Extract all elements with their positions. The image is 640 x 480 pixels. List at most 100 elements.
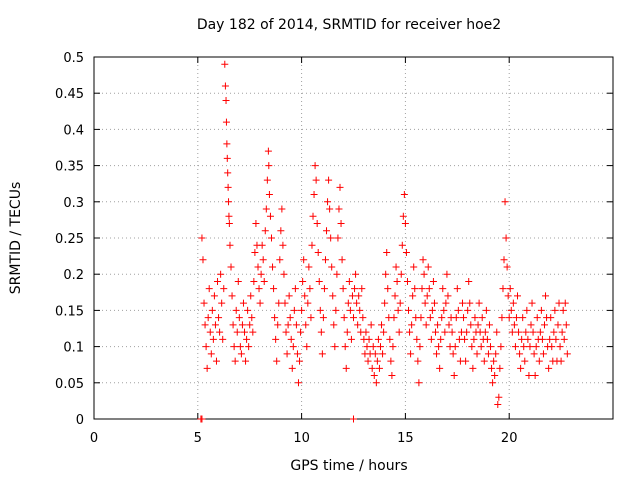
data-point [317,328,325,336]
data-point [372,379,380,387]
data-point [326,205,334,213]
data-point [282,328,290,336]
data-point [249,328,257,336]
data-point [228,292,236,300]
data-point [496,364,504,372]
data-point [209,335,217,343]
data-point [542,292,550,300]
data-point [293,350,301,358]
data-point [313,220,321,228]
data-point [250,277,258,285]
data-point [210,292,218,300]
data-point [225,220,233,228]
data-point [465,277,473,285]
data-point [227,263,235,271]
data-point [508,328,516,336]
data-point [306,285,314,293]
data-point [288,364,296,372]
data-point [370,372,378,380]
data-point [287,335,295,343]
data-point [275,299,283,307]
data-point [244,306,252,314]
data-point [429,277,437,285]
data-point [211,321,219,329]
data-point [241,328,249,336]
data-point [563,350,571,358]
data-point [339,285,347,293]
data-point [237,350,245,358]
data-point [547,314,555,322]
data-point [420,270,428,278]
data-point [259,256,267,264]
data-point [559,306,567,314]
data-point [346,306,354,314]
data-point [527,321,535,329]
data-point [258,241,266,249]
data-point [478,314,486,322]
data-point [422,321,430,329]
data-point [443,270,451,278]
data-point [499,285,507,293]
data-point [430,299,438,307]
data-point [368,364,376,372]
x-tick-label: 10 [293,431,310,446]
y-tick-label: 0.4 [63,123,84,138]
data-point [286,314,294,322]
data-point [278,205,286,213]
data-point [320,285,328,293]
data-point [334,234,342,242]
data-point [548,343,556,351]
data-point [266,212,274,220]
data-point [523,306,531,314]
data-point [314,248,322,256]
data-point [425,285,433,293]
data-point [246,321,254,329]
data-point [498,314,506,322]
data-point [519,314,527,322]
data-point [503,263,511,271]
data-point [265,191,273,199]
data-point [217,270,225,278]
data-points [197,60,571,423]
data-point [234,277,242,285]
x-axis-label: GPS time / hours [290,458,407,474]
data-point [255,285,263,293]
data-point [551,306,559,314]
data-point [552,335,560,343]
data-point [451,343,459,351]
data-point [243,335,251,343]
data-point [390,314,398,322]
data-point [384,285,392,293]
data-point [351,285,359,293]
data-point [271,314,279,322]
data-point [491,372,499,380]
data-point [343,328,351,336]
data-point [470,335,478,343]
data-point [518,335,526,343]
data-point [201,321,209,329]
y-tick-label: 0.1 [63,341,84,356]
data-point [232,306,240,314]
data-point [413,335,421,343]
data-point [561,299,569,307]
data-point [450,372,458,380]
data-point [225,198,233,206]
data-point [337,220,345,228]
data-point [365,335,373,343]
data-point [302,321,310,329]
data-point [480,357,488,365]
data-point [510,321,518,329]
data-point [358,285,366,293]
data-point [538,335,546,343]
data-point [505,314,513,322]
data-point [511,343,519,351]
data-point [251,248,259,256]
data-point [290,306,298,314]
data-point [214,277,222,285]
data-point [539,350,547,358]
data-point [219,335,227,343]
data-point [495,393,503,401]
data-point [522,328,530,336]
data-point [263,176,271,184]
